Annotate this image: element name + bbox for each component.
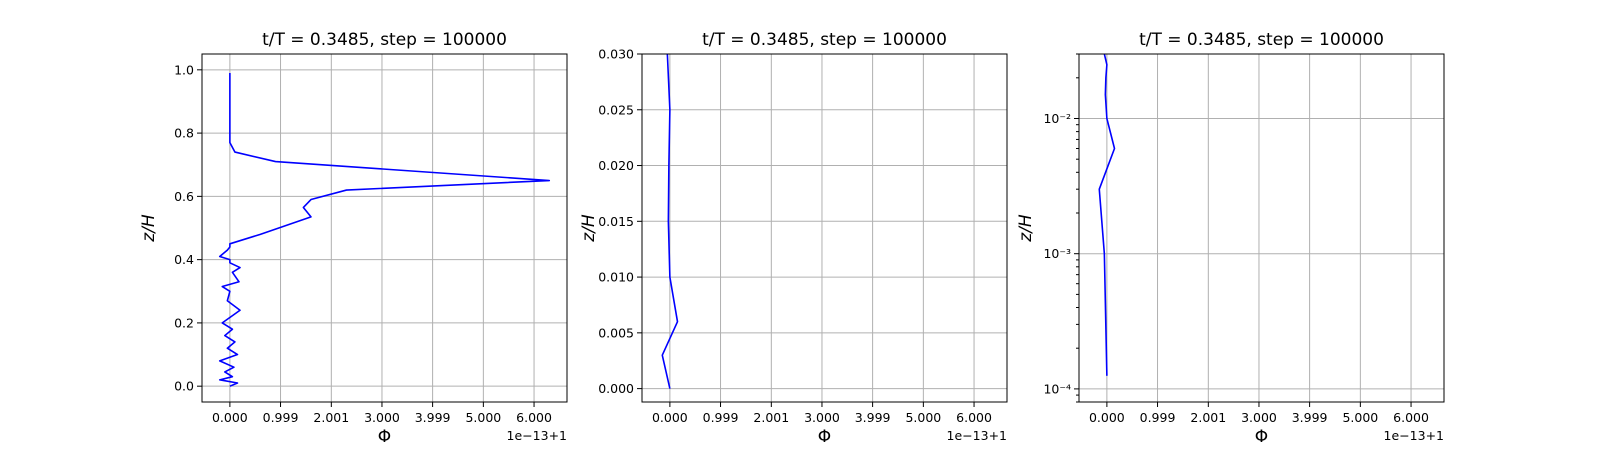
plot-frame [1078,53,1445,403]
middle-panel: 0.000 0.999 2.001 3.000 3.999 5.000 6.000 0.000… [579,30,1008,447]
y-tick-label: 0.0 [174,379,194,394]
x-tick-label: 0.000 [212,410,248,425]
series-line [218,72,551,387]
y-tick-label: 0.015 [598,214,634,229]
y-tick-label: 10⁻⁴ [1043,381,1071,396]
x-tick-label: 6.000 [516,410,552,425]
plot-frame [201,53,568,403]
y-tick-label: 0.030 [598,47,634,62]
y-axis-label: z/H [139,214,159,243]
series-line [1098,53,1116,376]
chart-title: t/T = 0.3485, step = 100000 [262,30,507,50]
x-tick-label: 3.000 [364,410,400,425]
x-tick-label: 0.999 [1140,410,1176,425]
x-tick-label: 3.999 [415,410,451,425]
y-axis-label: z/H [579,214,599,243]
x-tick-label: 5.000 [1342,410,1378,425]
chart-title: t/T = 0.3485, step = 100000 [1139,30,1384,50]
x-axis-label: Φ [378,427,391,447]
x-tick-label: 6.000 [956,410,992,425]
x-tick-label: 6.000 [1393,410,1429,425]
x-tick-label: 5.000 [905,410,941,425]
x-tick-label: 2.001 [313,410,349,425]
x-offset-label: 1e−13+1 [507,428,567,443]
x-offset-label: 1e−13+1 [1384,428,1444,443]
x-tick-label: 5.000 [465,410,501,425]
x-tick-label: 2.001 [753,410,789,425]
right-panel: 0.000 0.999 2.001 3.000 3.999 5.000 6.000 10⁻⁴ 1… [1016,30,1445,447]
x-tick-label: 0.999 [703,410,739,425]
x-tick-label: 3.999 [855,410,891,425]
plot-frame [641,53,1008,403]
y-tick-label: 1.0 [174,62,194,77]
x-tick-label: 0.999 [263,410,299,425]
x-tick-label: 3.000 [804,410,840,425]
chart-title: t/T = 0.3485, step = 100000 [702,30,947,50]
x-tick-label: 0.000 [1089,410,1125,425]
series-line [661,53,679,389]
x-tick-label: 0.000 [652,410,688,425]
y-tick-label: 0.005 [598,325,634,340]
x-tick-label: 3.000 [1241,410,1277,425]
x-tick-label: 3.999 [1292,410,1328,425]
x-axis-label: Φ [818,427,831,447]
y-tick-label: 0.2 [174,315,194,330]
y-tick-label: 0.8 [174,126,194,141]
y-tick-label: 10⁻³ [1043,246,1071,261]
x-axis-label: Φ [1255,427,1268,447]
y-tick-label: 0.010 [598,270,634,285]
left-panel: 0.000 0.999 2.001 3.000 3.999 5.000 6.000 0.0 0.… [139,30,568,447]
y-tick-label: 10⁻² [1043,111,1071,126]
x-tick-label: 2.001 [1190,410,1226,425]
x-offset-label: 1e−13+1 [947,428,1007,443]
y-tick-label: 0.020 [598,158,634,173]
y-tick-label: 0.000 [598,381,634,396]
y-axis-label: z/H [1016,214,1036,243]
y-tick-label: 0.025 [598,102,634,117]
y-tick-label: 0.6 [174,189,194,204]
y-tick-label: 0.4 [174,252,194,267]
